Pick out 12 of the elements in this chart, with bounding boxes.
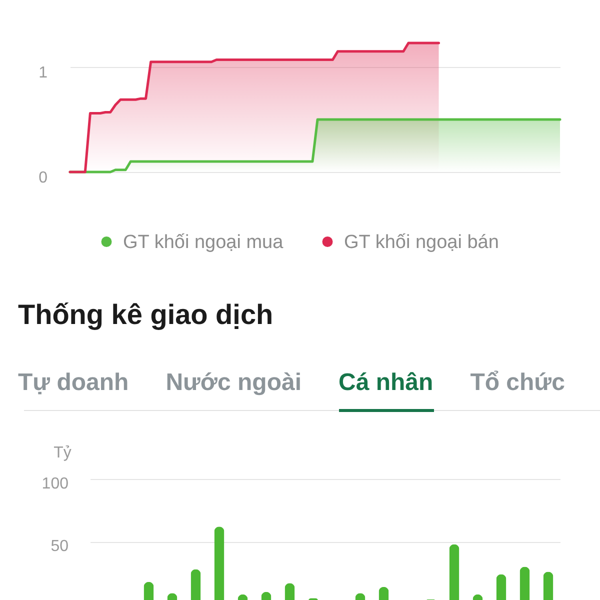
text: Cá nhân — [338, 368, 434, 398]
text: Thống kê giao dịch — [18, 299, 274, 331]
text: Tổ chức — [470, 368, 565, 398]
legend-label: GT khối ngoại bán — [344, 232, 499, 253]
y-axis-title: Tỷ — [54, 444, 72, 462]
y-tick-label: 0 — [38, 170, 48, 186]
y-tick-label: 50 — [50, 538, 69, 556]
legend-label: GT khối ngoại mua — [123, 232, 284, 253]
text: Nước ngoài — [166, 368, 302, 398]
text: Tự doanh — [18, 368, 129, 398]
y-tick-label: 1 — [38, 64, 48, 82]
y-tick-label: 100 — [42, 476, 69, 492]
